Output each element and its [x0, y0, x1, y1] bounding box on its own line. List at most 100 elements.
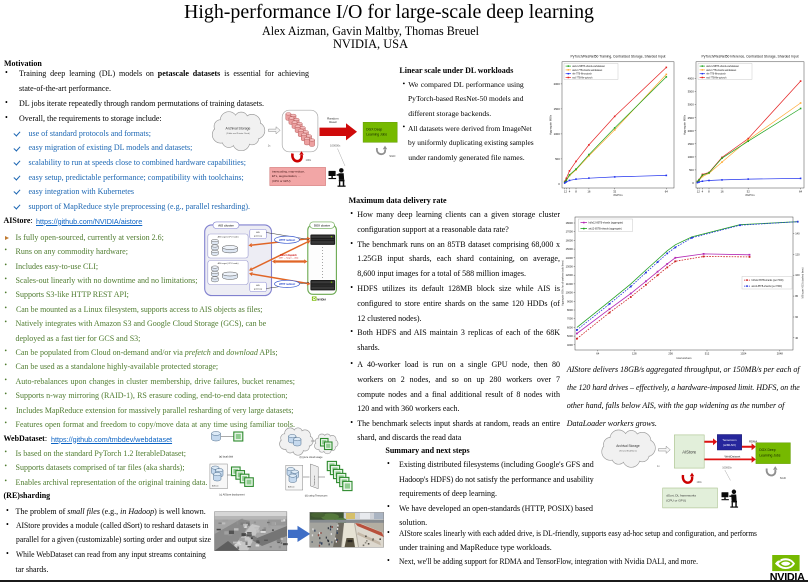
svg-text:SGD: SGD [780, 476, 786, 480]
svg-text:5000: 5000 [567, 334, 573, 338]
svg-text:8000: 8000 [567, 308, 573, 312]
svg-text:AIS: AIS [256, 284, 260, 287]
svg-text:Aggregate MB/s for all workers: Aggregate MB/s for all workers (solid li… [562, 260, 565, 306]
svg-text:64: 64 [799, 189, 803, 193]
svg-text:1000: 1000 [688, 155, 695, 159]
svg-text:RDMA: RDMA [749, 440, 757, 444]
svg-text:256: 256 [668, 352, 673, 356]
svg-text:ais12-238TB-shards-webdataset: ais12-238TB-shards-webdataset [572, 65, 605, 68]
svg-text:17000: 17000 [566, 230, 574, 234]
svg-text:nfs-7TB-file-pytorch: nfs-7TB-file-pytorch [572, 73, 592, 76]
svg-text:(CPU or GPU): (CPU or GPU) [666, 498, 686, 502]
svg-text:11000: 11000 [566, 282, 574, 286]
svg-text:Tensorcom: Tensorcom [313, 475, 316, 486]
svg-text:9000: 9000 [567, 299, 573, 303]
svg-text:Learning Jobs: Learning Jobs [366, 133, 387, 137]
svg-text:3500: 3500 [688, 90, 695, 94]
svg-text:SGD: SGD [389, 154, 395, 158]
svg-text:60: 60 [795, 315, 798, 319]
svg-text:40: 40 [795, 336, 798, 340]
svg-text:2: 2 [566, 189, 568, 193]
svg-text:0: 0 [558, 182, 560, 186]
svg-text:DGX cluster: DGX cluster [314, 224, 331, 228]
svg-text:(CPU or GPU): (CPU or GPU) [272, 179, 291, 183]
svg-text:DGX Deep: DGX Deep [366, 128, 382, 132]
svg-text:4: 4 [702, 189, 704, 193]
svg-text:1500: 1500 [554, 107, 561, 111]
svg-text:2000: 2000 [554, 82, 561, 86]
svg-text:4000: 4000 [688, 77, 695, 81]
svg-text:500: 500 [555, 157, 560, 161]
svg-text:WebDataset: WebDataset [725, 455, 741, 459]
svg-text:hdfs12-85TB-shards (aggregate): hdfs12-85TB-shards (aggregate) [589, 222, 624, 225]
svg-text:#GPUs: #GPUs [745, 193, 755, 197]
svg-text:Archival Storage: Archival Storage [616, 444, 640, 448]
svg-text:2048: 2048 [777, 352, 783, 356]
svg-text:ssd-7TB-file-pytorch: ssd-7TB-file-pytorch [572, 76, 593, 79]
svg-text:13000: 13000 [566, 265, 574, 269]
svg-text:DGX Deep: DGX Deep [759, 448, 776, 452]
svg-text:ais12-85TB-shards (aggregate): ais12-85TB-shards (aggregate) [589, 228, 622, 231]
svg-text:32: 32 [613, 189, 617, 193]
svg-text:ssd-7TB-file-pytorch: ssd-7TB-file-pytorch [706, 76, 727, 79]
svg-text:PyTorch/ResNet50 Inference, Ce: PyTorch/ResNet50 Inference, Centralized … [701, 55, 798, 59]
svg-text:Direct dispatch: Direct dispatch [280, 254, 297, 257]
svg-text:128: 128 [632, 352, 637, 356]
svg-text:8: 8 [708, 189, 710, 193]
svg-text:2500: 2500 [688, 116, 695, 120]
svg-text:PyTorch/ResNet50 Training, Cen: PyTorch/ResNet50 Training, Centralized S… [571, 55, 666, 59]
svg-text:ais12-7TB-shards-webdataset: ais12-7TB-shards-webdataset [706, 69, 736, 72]
svg-text:140: 140 [795, 231, 800, 235]
svg-text:100x: 100x [697, 481, 703, 484]
svg-text:transcoding, map-reduce,: transcoding, map-reduce, [272, 170, 305, 174]
svg-text:2: 2 [698, 189, 700, 193]
svg-text:100000x: 100000x [330, 143, 341, 147]
svg-text:Aggregate MB/s: Aggregate MB/s [549, 114, 553, 135]
svg-text:ais12-85TB-shards (per HDD): ais12-85TB-shards (per HDD) [752, 285, 783, 288]
svg-text:nfs-7TB-file-pytorch: nfs-7TB-file-pytorch [706, 73, 726, 76]
svg-text:1x: 1x [657, 465, 660, 468]
svg-text:7000: 7000 [567, 317, 573, 321]
svg-text:MB/s per HDD (dashed lines): MB/s per HDD (dashed lines) [802, 267, 805, 298]
svg-text:12000: 12000 [566, 273, 574, 277]
svg-text:(a) local disk: (a) local disk [219, 456, 234, 459]
svg-text:gateway: gateway [254, 235, 263, 238]
svg-text:4000: 4000 [567, 343, 573, 347]
svg-text:Tensorcom: Tensorcom [722, 438, 737, 442]
svg-text:(d) using Tensorcom: (d) using Tensorcom [305, 494, 328, 497]
svg-text:1x: 1x [268, 144, 271, 148]
svg-text:hdfs12-85TB-shards (per HDD): hdfs12-85TB-shards (per HDD) [752, 279, 784, 282]
svg-text:3000: 3000 [688, 103, 695, 107]
svg-text:1500: 1500 [688, 142, 695, 146]
svg-text:512: 512 [705, 352, 710, 356]
svg-text:16: 16 [587, 189, 591, 193]
svg-text:AIS cluster: AIS cluster [218, 224, 235, 228]
svg-text:18000: 18000 [566, 221, 574, 225]
svg-text:16: 16 [720, 189, 724, 193]
svg-text:2000: 2000 [688, 129, 695, 133]
svg-text:100: 100 [795, 273, 800, 277]
svg-text:Read: Read [329, 120, 337, 124]
svg-text:Learning Jobs: Learning Jobs [759, 454, 781, 458]
svg-text:10000: 10000 [566, 291, 574, 295]
svg-text:4: 4 [569, 189, 571, 193]
svg-text:#GPUs: #GPUs [613, 193, 623, 197]
svg-text:NVIDIA: NVIDIA [770, 572, 805, 584]
svg-text:80: 80 [795, 294, 798, 298]
svg-text:AIStore: AIStore [682, 449, 697, 454]
svg-text:1000: 1000 [554, 132, 561, 136]
svg-text:NVIDIA: NVIDIA [317, 298, 326, 302]
svg-text:(b) pure cloud usage: (b) pure cloud usage [300, 456, 324, 459]
svg-text:16000: 16000 [566, 238, 574, 242]
svg-text:120: 120 [795, 252, 800, 256]
svg-text:AIStore: AIStore [212, 485, 220, 488]
svg-text:14000: 14000 [566, 256, 574, 260]
svg-text:64: 64 [665, 189, 669, 193]
svg-text:8: 8 [575, 189, 577, 193]
svg-text:ais12-7TB-shards-webdataset: ais12-7TB-shards-webdataset [572, 69, 602, 72]
svg-text:Aggregate MB/s: Aggregate MB/s [683, 114, 687, 135]
svg-text:64: 64 [596, 352, 599, 356]
svg-text:1: 1 [697, 189, 699, 193]
svg-text:total workers: total workers [676, 356, 692, 360]
svg-text:6000: 6000 [567, 325, 573, 329]
